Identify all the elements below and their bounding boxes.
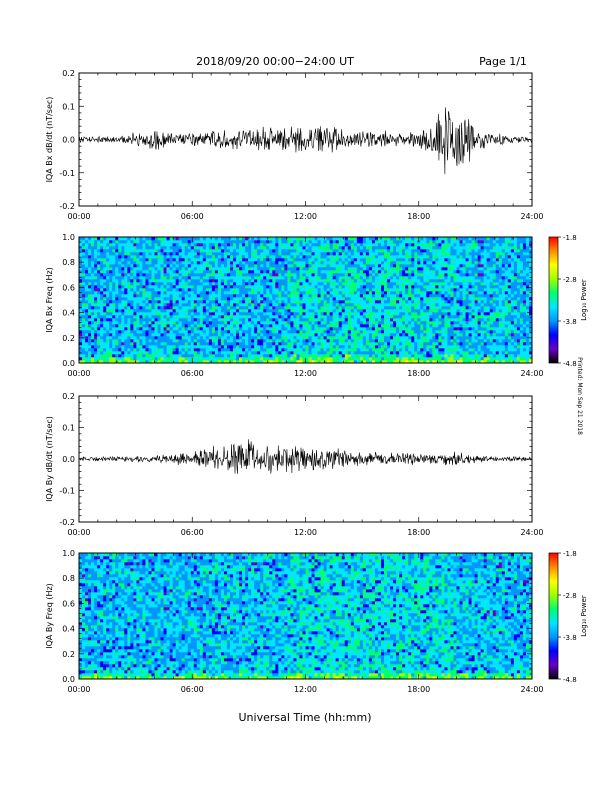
x-tick-label: 12:00 bbox=[294, 685, 317, 694]
colorbar-tick-label: -2.8 bbox=[563, 592, 577, 600]
y-tick-label: 0.8 bbox=[62, 574, 75, 583]
y-tick-label: 0.4 bbox=[62, 309, 75, 318]
y-tick-label: -0.1 bbox=[59, 169, 75, 178]
x-tick-label: 00:00 bbox=[67, 369, 90, 378]
y-tick-label: 0.2 bbox=[62, 334, 75, 343]
spectrogram-cells bbox=[79, 553, 533, 680]
colorbar-tick-label: -3.8 bbox=[563, 318, 577, 326]
by-spectrogram-panel: 00:00 06:00 12:00 18:00 24:00 0.0 0.2 0.4 0.6 0.8… bbox=[45, 549, 588, 694]
x-tick-label: 06:00 bbox=[181, 528, 204, 537]
x-tick-label: 24:00 bbox=[520, 212, 543, 221]
x-tick-label: 18:00 bbox=[407, 369, 430, 378]
x-tick-label: 00:00 bbox=[67, 685, 90, 694]
x-tick-label: 00:00 bbox=[67, 528, 90, 537]
y-tick-label: 0.6 bbox=[62, 599, 75, 608]
y-tick-label: 0.0 bbox=[62, 455, 75, 464]
dbdt-trace bbox=[78, 439, 533, 474]
x-tick-label: 24:00 bbox=[520, 369, 543, 378]
dbdt-trace bbox=[78, 107, 533, 175]
y-tick-label: 1.0 bbox=[62, 233, 75, 242]
x-tick-label: 18:00 bbox=[407, 528, 430, 537]
y-tick-label: 0.0 bbox=[62, 359, 75, 368]
y-tick-label: -0.2 bbox=[59, 202, 75, 211]
x-tick-label: 06:00 bbox=[181, 685, 204, 694]
y-tick-label: 0.2 bbox=[62, 392, 75, 401]
colorbar-tick-label: -1.8 bbox=[563, 234, 577, 242]
y-tick-label: 0.0 bbox=[62, 136, 75, 145]
colorbar-label: Log₁₀ Power bbox=[580, 279, 588, 321]
colorbar-label: Log₁₀ Power bbox=[580, 595, 588, 637]
y-tick-label: -0.1 bbox=[59, 487, 75, 496]
y-tick-label: -0.2 bbox=[59, 518, 75, 527]
y-tick-label: 1.0 bbox=[62, 549, 75, 558]
y-tick-label: 0.2 bbox=[62, 650, 75, 659]
x-tick-label: 06:00 bbox=[181, 369, 204, 378]
y-tick-label: 0.0 bbox=[62, 675, 75, 684]
x-tick-label: 00:00 bbox=[67, 212, 90, 221]
y-tick-label: 0.2 bbox=[62, 69, 75, 78]
x-tick-label: 18:00 bbox=[407, 685, 430, 694]
x-tick-label: 12:00 bbox=[294, 528, 317, 537]
y-axis-label: IQA By Freq (Hz) bbox=[45, 583, 54, 649]
x-tick-label: 24:00 bbox=[520, 528, 543, 537]
y-axis-label: IQA Bx dB/dt (nT/sec) bbox=[45, 97, 54, 183]
colorbar-tick-label: -2.8 bbox=[563, 276, 577, 284]
colorbar-tick-label: -4.8 bbox=[563, 360, 577, 368]
colorbar-tick-label: -1.8 bbox=[563, 550, 577, 558]
y-tick-label: 0.8 bbox=[62, 258, 75, 267]
x-tick-label: 24:00 bbox=[520, 685, 543, 694]
colorbar bbox=[548, 236, 559, 364]
y-tick-label: 0.1 bbox=[62, 424, 75, 433]
x-tick-label: 06:00 bbox=[181, 212, 204, 221]
x-tick-label: 12:00 bbox=[294, 369, 317, 378]
y-tick-label: 0.4 bbox=[62, 625, 75, 634]
colorbar bbox=[548, 552, 559, 680]
x-axis-label: Universal Time (hh:mm) bbox=[239, 711, 372, 724]
x-tick-label: 18:00 bbox=[407, 212, 430, 221]
colorbar-tick-label: -3.8 bbox=[563, 634, 577, 642]
bx-spectrogram-panel: 00:00 06:00 12:00 18:00 24:00 0.0 0.2 0.4 0.6 0.8… bbox=[45, 233, 588, 378]
bx-dbdt-panel: 00:00 06:00 12:00 18:00 24:00 -0.2 -0.1 0.0 0.1 0… bbox=[45, 69, 544, 221]
y-tick-label: 0.1 bbox=[62, 102, 75, 111]
page-label: Page 1/1 bbox=[479, 55, 527, 68]
y-axis-label: IQA Bx Freq (Hz) bbox=[45, 267, 54, 333]
y-axis-label: IQA By dB/dt (nT/sec) bbox=[45, 416, 54, 502]
report-title: 2018/09/20 00:00−24:00 UT bbox=[196, 55, 354, 68]
y-tick-label: 0.6 bbox=[62, 283, 75, 292]
side-note: Printed: Mon Sep 21 2018 bbox=[576, 357, 583, 435]
x-tick-label: 12:00 bbox=[294, 212, 317, 221]
colorbar-tick-label: -4.8 bbox=[563, 676, 577, 684]
spectrogram-cells bbox=[79, 237, 533, 364]
by-dbdt-panel: 00:00 06:00 12:00 18:00 24:00 -0.2 -0.1 0.0 0.1 0… bbox=[45, 392, 544, 537]
